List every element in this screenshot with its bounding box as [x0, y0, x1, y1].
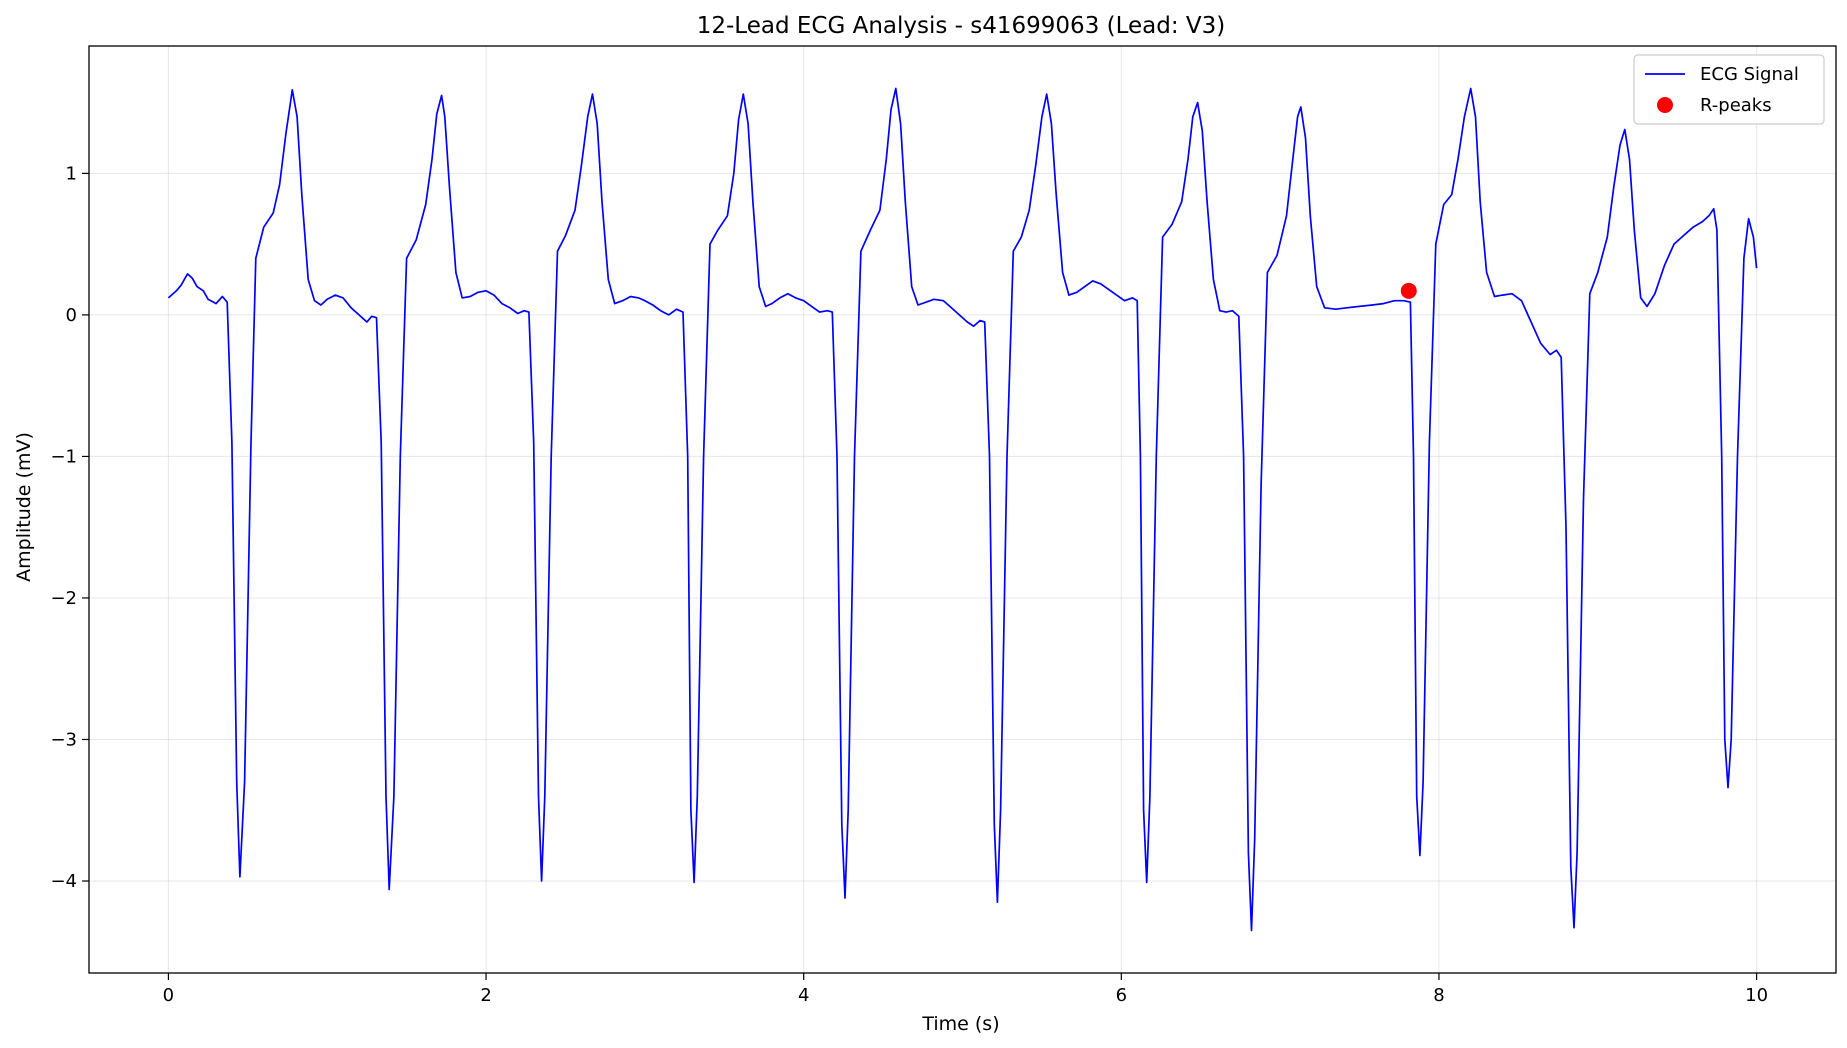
chart-title: 12-Lead ECG Analysis - s41699063 (Lead: …: [697, 13, 1226, 39]
legend-rpeaks-swatch: [1657, 97, 1673, 113]
y-tick-label: −4: [50, 871, 77, 892]
grid-lines: [89, 46, 1836, 973]
x-tick-label: 4: [798, 985, 809, 1006]
x-axis-label: Time (s): [921, 1013, 999, 1035]
x-tick-label: 6: [1116, 985, 1127, 1006]
legend-rpeaks-label: R-peaks: [1700, 95, 1772, 116]
x-axis-ticks: 0 2 4 6 8 10: [163, 973, 1768, 1006]
y-tick-label: −1: [50, 446, 77, 467]
x-tick-label: 2: [480, 985, 491, 1006]
x-tick-label: 0: [163, 985, 174, 1006]
r-peak-marker: [1400, 282, 1417, 299]
legend-ecg-label: ECG Signal: [1700, 64, 1799, 85]
legend: ECG Signal R-peaks: [1633, 54, 1825, 125]
y-tick-label: 0: [66, 305, 77, 326]
legend-box: [1633, 54, 1825, 125]
y-tick-label: 1: [66, 163, 77, 184]
x-tick-label: 10: [1745, 985, 1768, 1006]
r-peaks-markers: [1400, 282, 1417, 299]
y-axis-ticks: 1 0 −1 −2 −3 −4: [50, 163, 89, 892]
ecg-signal-line: [167, 87, 1758, 932]
y-tick-label: −3: [50, 729, 77, 750]
y-tick-label: −2: [50, 588, 77, 609]
x-tick-label: 8: [1433, 985, 1444, 1006]
y-axis-label: Amplitude (mV): [13, 432, 35, 582]
series-layer: [167, 87, 1758, 932]
plot-frame: [88, 45, 1837, 974]
